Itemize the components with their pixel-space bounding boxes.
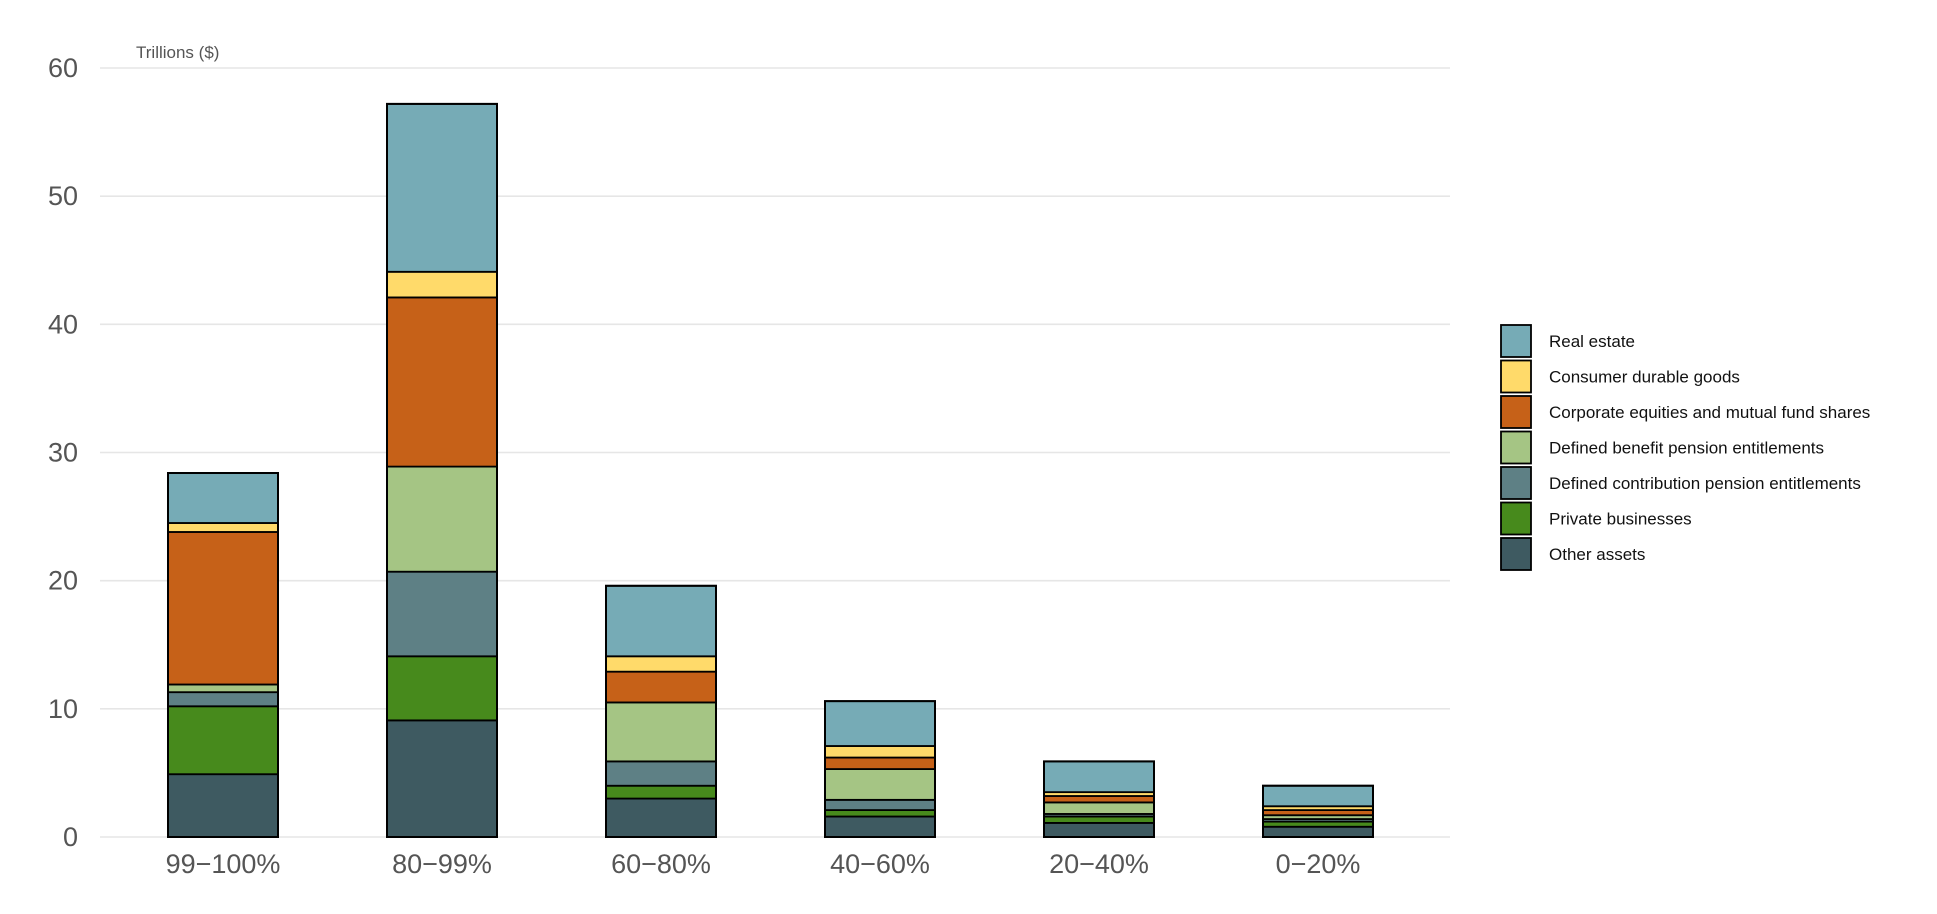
bar-segment <box>605 670 717 704</box>
y-tick-label: 0 <box>63 822 78 852</box>
bar-segment <box>1043 815 1155 824</box>
x-tick-label: 40−60% <box>830 849 930 879</box>
legend-item: Private businesses <box>1500 501 1692 536</box>
y-axis-unit-label: Trillions ($) <box>136 43 219 62</box>
bar-segment <box>1043 760 1155 794</box>
bar-segment <box>605 784 717 800</box>
legend-swatch <box>1500 430 1532 465</box>
bar-outline <box>1262 784 1374 839</box>
legend-label: Corporate equities and mutual fund share… <box>1549 403 1870 422</box>
legend-label: Defined contribution pension entitlement… <box>1549 474 1861 493</box>
bar-segment <box>386 465 498 573</box>
bar-segment <box>605 760 717 787</box>
bar-segment <box>386 570 498 658</box>
bar-segment <box>167 531 279 686</box>
bar-segment <box>605 655 717 673</box>
bar-outline <box>1043 760 1155 838</box>
bar-outline <box>386 102 498 839</box>
gridlines <box>100 67 1450 838</box>
legend-label: Real estate <box>1549 332 1635 351</box>
bar-segment <box>1043 822 1155 838</box>
legend-label: Private businesses <box>1549 510 1692 529</box>
x-tick-label: 0−20% <box>1276 849 1361 879</box>
x-tick-label: 80−99% <box>392 849 492 879</box>
legend-swatch <box>1500 501 1532 536</box>
legend-item: Defined contribution pension entitlement… <box>1500 466 1861 500</box>
y-tick-label: 40 <box>48 309 78 339</box>
bar-stack <box>386 102 498 839</box>
bar-segment <box>824 745 936 759</box>
bar-stack <box>1043 760 1155 838</box>
bar-segment <box>1262 784 1374 808</box>
bar-segment <box>167 472 279 524</box>
legend-label: Other assets <box>1549 545 1645 564</box>
bar-segment <box>386 270 498 299</box>
bars <box>167 102 1374 839</box>
y-axis-ticks: 0 10 20 30 40 50 60 <box>48 53 78 852</box>
bar-segment <box>167 691 279 708</box>
legend-swatch <box>1500 466 1532 500</box>
legend-swatch <box>1500 359 1532 394</box>
bar-segment <box>605 584 717 658</box>
x-tick-label: 99−100% <box>166 849 281 879</box>
bar-segment <box>386 719 498 838</box>
bar-segment <box>824 798 936 811</box>
legend-item: Real estate <box>1500 324 1635 358</box>
bar-segment <box>824 756 936 770</box>
bar-segment <box>1262 825 1374 838</box>
x-tick-label: 60−80% <box>611 849 711 879</box>
bar-segment <box>824 815 936 838</box>
bar-outline <box>824 700 936 838</box>
bar-segment <box>386 655 498 722</box>
x-tick-label: 20−40% <box>1049 849 1149 879</box>
bar-segment <box>167 773 279 838</box>
y-tick-label: 20 <box>48 566 78 596</box>
legend-item: Defined benefit pension entitlements <box>1500 430 1824 465</box>
legend-label: Defined benefit pension entitlements <box>1549 439 1824 458</box>
y-tick-label: 50 <box>48 181 78 211</box>
legend-swatch <box>1500 395 1532 429</box>
y-tick-label: 30 <box>48 438 78 468</box>
bar-segment <box>167 705 279 776</box>
bar-stack <box>167 472 279 838</box>
y-tick-label: 10 <box>48 694 78 724</box>
bar-outline <box>605 584 717 838</box>
legend-swatch <box>1500 537 1532 571</box>
bar-segment <box>167 683 279 694</box>
legend-item: Other assets <box>1500 537 1645 571</box>
bar-stack <box>605 584 717 838</box>
bar-segment <box>605 797 717 838</box>
bar-segment <box>386 296 498 468</box>
x-axis-ticks: 99−100% 80−99% 60−80% 40−60% 20−40% 0−20% <box>166 849 1361 879</box>
legend: Real estate Consumer durable goods Corpora… <box>1500 324 1870 571</box>
bar-stack <box>1262 784 1374 839</box>
bar-outline <box>167 472 279 838</box>
bar-segment <box>167 522 279 533</box>
y-tick-label: 60 <box>48 53 78 83</box>
bar-segment <box>1043 801 1155 815</box>
legend-label: Consumer durable goods <box>1549 368 1740 387</box>
bar-segment <box>605 701 717 763</box>
legend-item: Consumer durable goods <box>1500 359 1740 394</box>
bar-stack <box>824 700 936 838</box>
legend-item: Corporate equities and mutual fund share… <box>1500 395 1870 429</box>
bar-segment <box>386 102 498 273</box>
bar-segment <box>824 700 936 747</box>
bar-segment <box>824 809 936 818</box>
bar-segment <box>1043 795 1155 804</box>
legend-swatch <box>1500 324 1532 358</box>
bar-segment <box>824 768 936 801</box>
